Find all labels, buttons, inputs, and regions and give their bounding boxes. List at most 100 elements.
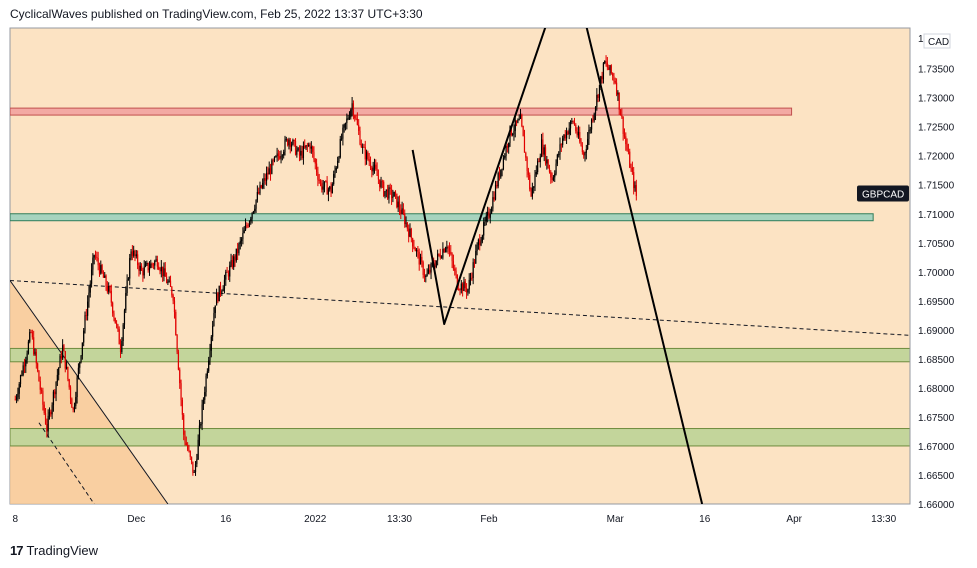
candle-body xyxy=(351,103,353,110)
candle-body xyxy=(76,377,78,398)
candle-body xyxy=(283,151,285,156)
candle-body xyxy=(547,159,549,169)
candle-body xyxy=(226,271,228,273)
time-axis[interactable]: 8 Dec 16 2022 13:30 Feb Mar 16 Apr 13:30 xyxy=(12,514,896,525)
candle-body xyxy=(430,263,432,273)
candle-body xyxy=(522,126,524,137)
candle-body xyxy=(273,156,276,161)
candle-body xyxy=(235,248,237,261)
candle-body xyxy=(510,126,512,136)
candle-body xyxy=(323,181,326,187)
candle-body xyxy=(514,120,516,131)
candle-body xyxy=(387,189,389,199)
candle-body xyxy=(258,191,260,194)
candle-body xyxy=(212,325,214,337)
candle-body xyxy=(555,163,557,174)
candle-body xyxy=(593,113,595,121)
candle-body xyxy=(233,256,235,268)
candle-body xyxy=(580,141,582,146)
candle-body xyxy=(610,65,612,74)
candle-body xyxy=(114,317,116,324)
candle-body xyxy=(272,160,274,162)
candle-body xyxy=(625,136,627,145)
candle-body xyxy=(594,106,597,114)
candle-body xyxy=(17,393,19,398)
candle-body xyxy=(454,268,456,271)
axis-top-partial-label: 1 xyxy=(918,34,924,45)
candle-body xyxy=(52,391,55,406)
candle-body xyxy=(383,181,385,197)
candle-body xyxy=(559,144,561,155)
candle-body xyxy=(487,211,489,216)
candle-body xyxy=(543,147,545,155)
candle-body xyxy=(59,355,61,368)
candle-body xyxy=(42,390,44,405)
candle-body xyxy=(194,464,197,473)
candle-body xyxy=(314,159,316,164)
zone-support-green-lower xyxy=(10,428,910,447)
candle-body xyxy=(30,332,32,333)
candle-body xyxy=(369,161,372,168)
candle-body xyxy=(633,172,635,189)
candle-body xyxy=(100,265,102,274)
candle-body xyxy=(472,262,474,278)
candle-body xyxy=(234,256,236,261)
candle-body xyxy=(84,315,86,331)
candle-body xyxy=(381,181,383,183)
candle-body xyxy=(602,63,605,80)
candle-body xyxy=(352,103,355,116)
candle-body xyxy=(167,281,169,283)
candle-body xyxy=(471,277,473,279)
candle-body xyxy=(556,154,558,164)
candle-body xyxy=(568,128,570,135)
price-tick-label: 1.66500 xyxy=(918,471,955,482)
candle-body xyxy=(55,381,57,395)
candle-body xyxy=(63,345,65,352)
candle-body xyxy=(601,76,603,80)
candle-body xyxy=(176,335,178,352)
candle-body xyxy=(500,169,502,178)
candle-body xyxy=(62,345,64,359)
candle-body xyxy=(137,254,139,266)
candle-body xyxy=(483,222,485,236)
candle-body xyxy=(148,267,151,271)
candle-body xyxy=(101,265,103,273)
candle-body xyxy=(252,211,255,213)
candle-body xyxy=(198,425,201,440)
candle-body xyxy=(118,329,120,345)
time-tick-label: 8 xyxy=(12,514,18,525)
candle-body xyxy=(18,383,20,394)
candle-body xyxy=(77,367,80,378)
candle-body xyxy=(464,281,466,289)
candle-body xyxy=(365,152,368,160)
price-tick-label: 1.68500 xyxy=(918,355,955,366)
candle-body xyxy=(342,127,344,139)
candle-body xyxy=(340,138,343,140)
candle-body xyxy=(587,138,589,149)
candle-body xyxy=(469,277,472,280)
candle-body xyxy=(426,273,428,276)
candle-body xyxy=(326,181,328,195)
candle-body xyxy=(567,131,569,135)
candle-body xyxy=(490,208,493,214)
price-axis[interactable]: 1.73500 1.73000 1.72500 1.72000 1.71500 1.710… xyxy=(918,65,955,511)
candle-body xyxy=(435,260,437,268)
candle-body xyxy=(85,315,87,317)
candle-body xyxy=(579,132,581,142)
candle-body xyxy=(523,136,526,153)
candle-body xyxy=(363,146,365,148)
candle-body xyxy=(298,148,301,156)
candle-body xyxy=(248,221,251,227)
candle-body xyxy=(143,266,145,276)
candle-body xyxy=(558,154,560,156)
candle-body xyxy=(46,423,48,432)
symbol-price-tag: GBPCAD xyxy=(857,185,909,202)
candle-body xyxy=(354,115,356,119)
candle-body xyxy=(590,119,593,130)
candle-body xyxy=(575,124,577,132)
candle-body xyxy=(562,138,564,146)
price-tick-label: 1.73000 xyxy=(918,94,955,105)
candle-body xyxy=(423,274,426,278)
candle-body xyxy=(277,153,280,157)
